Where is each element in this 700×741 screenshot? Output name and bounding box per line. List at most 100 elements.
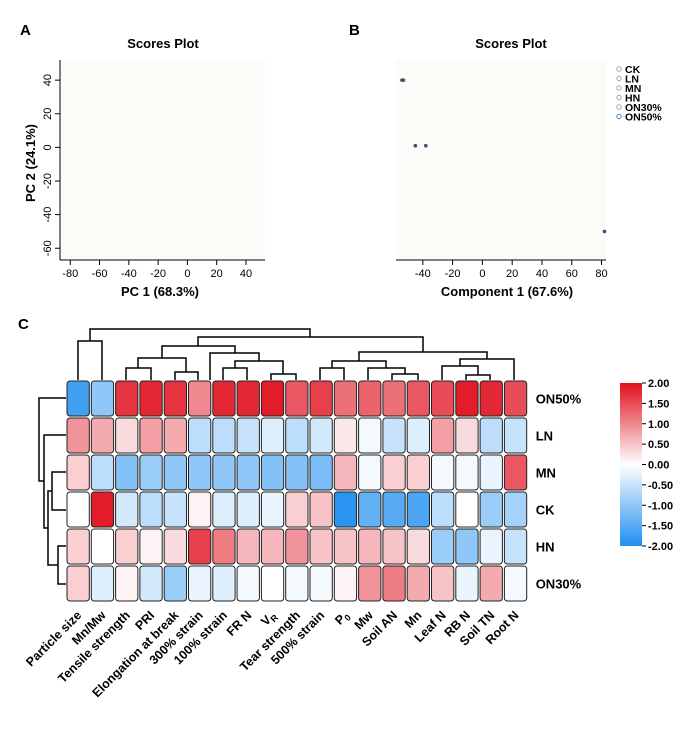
heatmap-cell <box>431 417 455 454</box>
heatmap-row-label: MN <box>536 466 556 481</box>
x-axis-label-a: PC 1 (68.3%) <box>121 284 199 299</box>
heatmap-cell <box>479 491 503 528</box>
heatmap-cell <box>115 454 139 491</box>
heatmap-cell <box>333 380 358 417</box>
heatmap-cell <box>236 417 260 454</box>
legend-label: CK <box>625 64 641 76</box>
x-tick-label-a: 0 <box>184 268 190 280</box>
legend-marker <box>616 66 622 72</box>
x-tick-label-a: 40 <box>240 268 252 280</box>
heatmap-column-label: P0 <box>332 608 353 629</box>
heatmap-cell <box>163 454 187 491</box>
heatmap-cell <box>358 565 382 602</box>
heatmap-cell <box>115 417 139 454</box>
heatmap-cell <box>431 454 455 491</box>
heatmap-cell <box>139 528 163 565</box>
heatmap-cell <box>333 565 358 602</box>
heatmap-cell <box>66 417 90 454</box>
heatmap-cell <box>260 565 285 602</box>
heatmap-cell <box>503 380 528 417</box>
panel-label-b: B <box>349 22 360 39</box>
heatmap-column-label: FR N <box>224 608 255 639</box>
heatmap-cell <box>163 417 187 454</box>
heatmap-cell <box>163 528 187 565</box>
heatmap-cell <box>66 380 90 417</box>
heatmap-row-label: CK <box>536 503 555 518</box>
heatmap-cell <box>163 491 187 528</box>
heatmap-cell <box>90 565 115 602</box>
y-tick-label-a: -40 <box>42 207 54 223</box>
heatmap-cell <box>309 491 333 528</box>
plot-area-a <box>60 60 265 260</box>
legend-label: ON30% <box>625 102 662 114</box>
color-scale-tick-label: 0.50 <box>648 439 669 451</box>
x-tick-label-b: 0 <box>479 268 485 280</box>
scatter-point <box>423 143 428 148</box>
heatmap-cell <box>90 491 115 528</box>
heatmap-cell <box>260 380 285 417</box>
x-tick-label-b: 60 <box>566 268 578 280</box>
legend-marker <box>616 113 622 120</box>
heatmap-cell <box>333 491 358 528</box>
heatmap-row-labels: ON50% LN MN CK HN ON30% <box>536 392 582 592</box>
heatmap-cell <box>455 417 479 454</box>
heatmap-row-label: ON30% <box>536 577 582 592</box>
heatmap-cell <box>285 454 309 491</box>
heatmap-cell <box>66 565 90 602</box>
heatmap-cell <box>382 565 406 602</box>
heatmap-cell <box>479 565 503 602</box>
color-scale-tick-label: 0.00 <box>648 460 669 472</box>
heatmap-cell <box>455 491 479 528</box>
heatmap-cell <box>188 417 212 454</box>
x-tick-label-a: -80 <box>62 268 78 280</box>
plot-title-a: Scores Plot <box>127 36 199 51</box>
heatmap-cell <box>90 454 115 491</box>
heatmap-cell <box>406 491 431 528</box>
legend-label: ON50% <box>625 112 662 124</box>
scores-plot-b: Scores Plot -40 -20 0 20 40 60 80 Component 1 … <box>396 36 662 299</box>
panel-label-a: A <box>20 22 31 39</box>
heatmap-cell <box>333 454 358 491</box>
heatmap-row-label: HN <box>536 540 555 555</box>
subscript-0: 0 <box>342 612 353 623</box>
axis-ticks-b: -40 -20 0 20 40 60 80 <box>415 260 608 280</box>
x-tick-label-b: -40 <box>415 268 431 280</box>
heatmap-cell <box>188 380 212 417</box>
heatmap-cell <box>455 454 479 491</box>
heatmap-cell <box>406 380 431 417</box>
heatmap-cell <box>139 454 163 491</box>
heatmap-cell <box>431 528 455 565</box>
heatmap-cell <box>479 454 503 491</box>
heatmap-cell <box>333 417 358 454</box>
heatmap-cell <box>90 417 115 454</box>
heatmap-cell <box>212 454 236 491</box>
y-tick-label-a: -60 <box>42 240 54 256</box>
heatmap-row-label: LN <box>536 429 553 444</box>
heatmap-cell <box>285 565 309 602</box>
heatmap-cell <box>358 491 382 528</box>
heatmap-cell <box>66 528 90 565</box>
heatmap-cell <box>309 417 333 454</box>
heatmap-cell <box>236 528 260 565</box>
heatmap-cell <box>382 417 406 454</box>
heatmap-cell <box>90 528 115 565</box>
heatmap-cell <box>115 565 139 602</box>
x-axis-label-b: Component 1 (67.6%) <box>441 284 573 299</box>
heatmap-cell <box>163 565 187 602</box>
heatmap-cell <box>358 417 382 454</box>
legend-label: MN <box>625 83 641 95</box>
x-tick-label-a: 20 <box>211 268 223 280</box>
y-tick-label-a: 0 <box>42 144 54 150</box>
heatmap-cell <box>139 565 163 602</box>
plot-area-b <box>396 60 606 260</box>
x-tick-label-b: 40 <box>536 268 548 280</box>
heatmap-cell <box>66 491 90 528</box>
heatmap-cell <box>382 491 406 528</box>
y-tick-label-a: 40 <box>42 74 54 86</box>
heatmap-panel: ON50% LN MN CK HN ON30% Particle sizeMn/MwTen… <box>23 328 673 700</box>
heatmap-cell <box>115 491 139 528</box>
heatmap-grid <box>66 380 528 602</box>
